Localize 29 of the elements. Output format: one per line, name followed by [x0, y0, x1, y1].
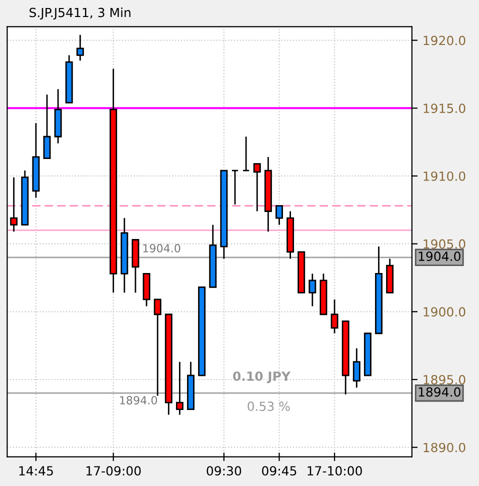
y-tick-label: 1895.0 [424, 374, 466, 384]
candlestick [176, 361, 184, 416]
annotation: 1904.0 [143, 244, 180, 252]
y-tick-label: 1920.0 [424, 36, 466, 46]
x-tick-label: 17-10:00 [308, 466, 362, 476]
candlestick [330, 298, 338, 334]
candlestick [76, 34, 84, 62]
candlestick [352, 348, 360, 388]
y-tick-label: 1910.0 [424, 171, 466, 181]
candlestick [43, 94, 51, 160]
x-tick-label: 14:45 [19, 466, 53, 476]
ref-line-label: 1904.0 [418, 252, 460, 262]
chart-title: S.JP.J5411, 3 Min [30, 8, 130, 20]
y-tick-label: 1890.0 [424, 442, 466, 452]
y-tick-label: 1905.0 [424, 239, 466, 249]
candlestick [10, 176, 18, 232]
candlestick [253, 163, 261, 212]
candlestick [308, 272, 316, 307]
candlestick [154, 298, 162, 396]
y-tick-label: 1915.0 [424, 104, 466, 114]
annotation: 0.10 JPY [233, 371, 291, 384]
ref-line-label: 1894.0 [418, 387, 460, 397]
x-tick-label: 09:30 [206, 466, 242, 476]
candlestick [275, 205, 283, 226]
x-tick-label: 17-09:00 [86, 466, 141, 476]
annotation: 0.53 % [248, 402, 290, 412]
y-tick-label: 1900.0 [424, 307, 466, 317]
annotation: 1894.0 [120, 396, 158, 404]
x-tick-label: 09:45 [262, 466, 296, 476]
